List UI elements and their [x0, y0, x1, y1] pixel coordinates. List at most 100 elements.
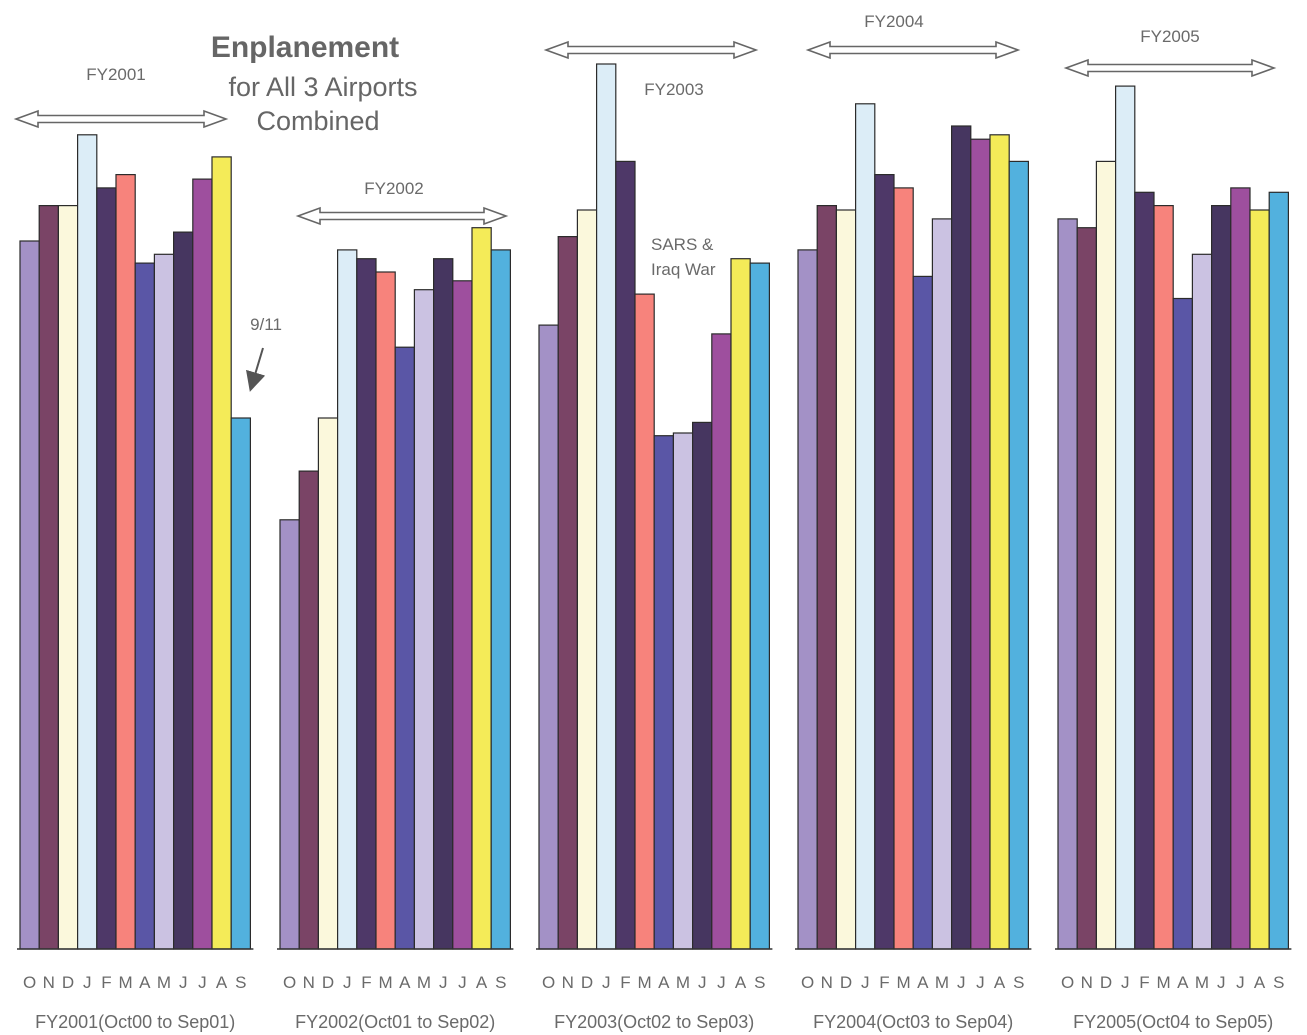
month-tick-2-5: F [361, 973, 371, 992]
period-label-5: FY2005 [1140, 27, 1200, 46]
bar-4-8 [931, 218, 953, 950]
period-arrow-4 [805, 40, 1021, 60]
month-tick-2-9: J [439, 973, 448, 992]
bar-3-3 [576, 209, 598, 950]
month-tick-5-1: O [1061, 973, 1074, 992]
sars-annotation-line-1: SARS & [651, 235, 714, 254]
bar-1-3 [57, 205, 79, 950]
bar-1-5 [96, 187, 117, 950]
group-label-5: FY2005(Oct04 to Sep05) [1073, 1012, 1273, 1032]
bar-4-10 [970, 138, 991, 950]
month-tick-4-5: F [879, 973, 889, 992]
month-tick-3-12: S [754, 973, 765, 992]
month-tick-3-1: O [542, 973, 555, 992]
month-tick-1-1: O [23, 973, 36, 992]
bar-3-11 [730, 258, 751, 950]
bar-2-6 [375, 271, 396, 950]
chart-subtitle-line-2: Combined [256, 106, 379, 136]
month-tick-5-7: A [1177, 973, 1189, 992]
bar-group-1 [19, 134, 251, 950]
month-tick-3-9: J [698, 973, 707, 992]
month-tick-5-5: F [1139, 973, 1149, 992]
month-tick-2-7: A [399, 973, 411, 992]
chart-subtitle-line-1: for All 3 Airports [228, 72, 417, 102]
bar-3-2 [557, 236, 579, 950]
month-tick-2-3: D [322, 973, 334, 992]
period-arrow-1 [13, 109, 229, 129]
bar-1-7 [134, 262, 155, 950]
chart-title: Enplanement [211, 31, 399, 64]
group-label-2: FY2002(Oct01 to Sep02) [295, 1012, 495, 1032]
month-tick-5-8: M [1195, 973, 1209, 992]
bar-5-1 [1057, 218, 1078, 950]
month-tick-4-8: M [935, 973, 949, 992]
month-tick-3-2: N [562, 973, 574, 992]
month-tick-5-10: J [1236, 973, 1245, 992]
bar-1-6 [115, 174, 136, 950]
month-tick-1-12: S [235, 973, 246, 992]
month-tick-3-10: J [717, 973, 726, 992]
period-label-1: FY2001 [86, 65, 146, 84]
month-tick-3-4: J [602, 973, 611, 992]
bar-2-9 [433, 258, 454, 950]
month-tick-1-9: J [179, 973, 188, 992]
nine-eleven-annotation: 9/11 [250, 315, 282, 334]
group-label-4: FY2004(Oct03 to Sep04) [813, 1012, 1013, 1032]
bar-group-5 [1057, 85, 1289, 950]
month-tick-5-11: A [1254, 973, 1266, 992]
bar-3-9 [691, 421, 713, 950]
bar-4-7 [912, 275, 934, 950]
bar-4-9 [950, 125, 972, 950]
bar-3-10 [711, 333, 732, 950]
bar-1-4 [76, 134, 98, 950]
bar-5-11 [1249, 209, 1270, 950]
bar-4-2 [816, 205, 838, 950]
month-tick-1-8: M [157, 973, 171, 992]
bar-5-5 [1134, 191, 1155, 950]
group-label-1: FY2001(Oct00 to Sep01) [35, 1012, 235, 1032]
bar-2-12 [490, 249, 512, 950]
month-tick-2-2: N [303, 973, 315, 992]
month-tick-4-4: J [861, 973, 870, 992]
bar-3-5 [615, 160, 636, 950]
month-tick-4-1: O [801, 973, 814, 992]
bar-1-12 [230, 417, 251, 950]
bar-2-7 [394, 346, 416, 950]
month-tick-4-6: M [897, 973, 911, 992]
bar-5-8 [1191, 253, 1213, 950]
bar-3-8 [672, 432, 694, 950]
bar-2-8 [413, 289, 435, 950]
month-tick-5-9: J [1217, 973, 1226, 992]
month-tick-2-12: S [495, 973, 506, 992]
month-tick-4-10: J [976, 973, 985, 992]
bar-4-1 [797, 249, 818, 950]
bars-layer [17, 63, 1292, 950]
bar-5-3 [1095, 160, 1117, 950]
bar-group-2 [279, 227, 512, 950]
bar-5-7 [1172, 297, 1193, 950]
bar-1-9 [173, 231, 194, 950]
bar-4-6 [893, 187, 914, 950]
bar-3-1 [538, 324, 559, 950]
nine-eleven-arrow [246, 347, 266, 392]
bar-1-10 [192, 178, 213, 950]
bar-4-3 [835, 209, 857, 950]
bar-group-4 [797, 103, 1030, 950]
month-tick-5-3: D [1100, 973, 1112, 992]
month-tick-1-6: M [119, 973, 133, 992]
bar-1-2 [38, 205, 60, 950]
month-tick-2-11: A [476, 973, 488, 992]
bar-5-10 [1230, 187, 1251, 950]
bar-5-9 [1210, 205, 1232, 950]
month-tick-2-1: O [283, 973, 296, 992]
bar-3-12 [749, 262, 771, 950]
month-tick-3-3: D [581, 973, 593, 992]
month-tick-4-12: S [1013, 973, 1024, 992]
bar-2-1 [279, 519, 300, 950]
month-tick-3-7: A [658, 973, 670, 992]
bar-1-8 [153, 253, 175, 950]
month-tick-2-4: J [343, 973, 352, 992]
month-tick-4-11: A [994, 973, 1006, 992]
